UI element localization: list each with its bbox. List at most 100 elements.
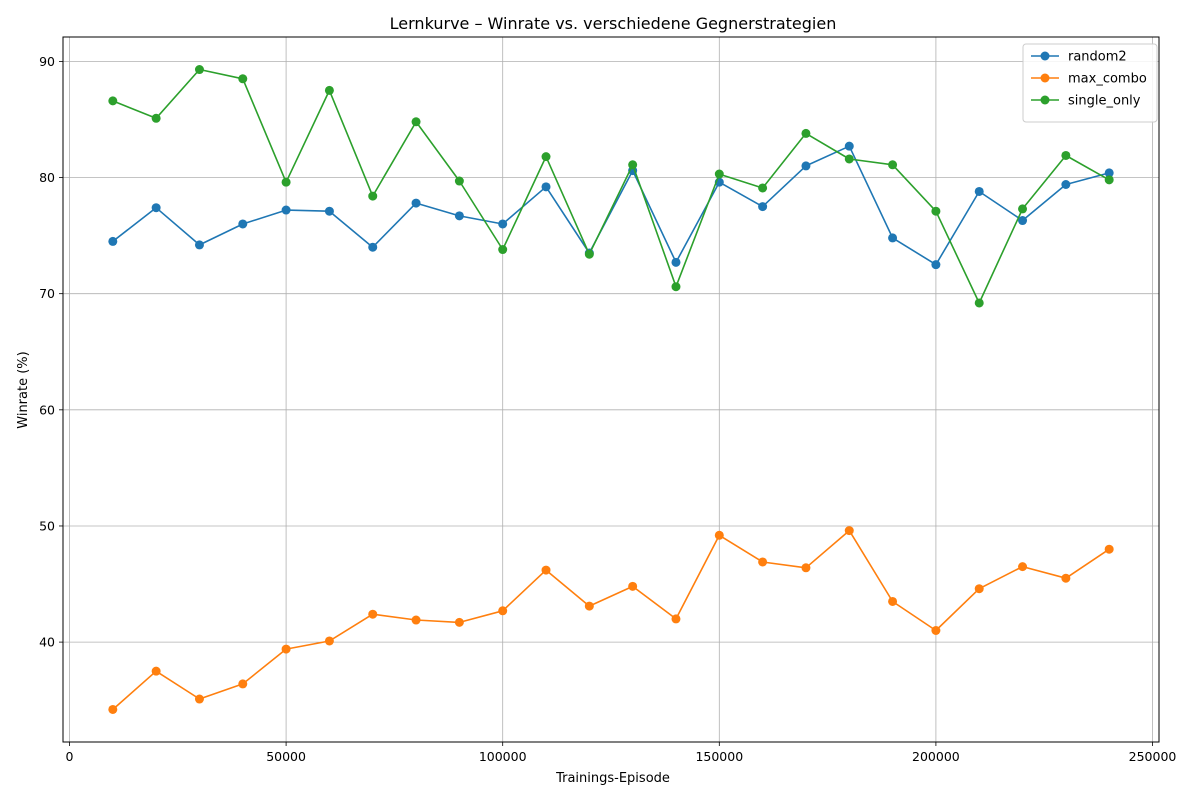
data-point-single_only: [324, 85, 334, 95]
data-point-random2: [1104, 168, 1114, 178]
grid: [63, 37, 1159, 742]
data-point-single_only: [844, 154, 854, 164]
y-tick-label: 60: [39, 402, 55, 417]
data-point-single_only: [1018, 204, 1028, 214]
legend-label-random2: random2: [1068, 50, 1127, 65]
legend-label-single_only: single_only: [1068, 94, 1141, 109]
series-line-single_only: [112, 68, 1110, 304]
data-point-random2: [498, 219, 508, 229]
data-point-single_only: [758, 183, 768, 193]
series-line-max_combo: [112, 529, 1110, 711]
y-tick-label: 70: [39, 286, 55, 301]
y-tick-label: 50: [39, 518, 55, 533]
y-tick-label: 80: [39, 170, 55, 185]
data-point-max_combo: [974, 584, 984, 594]
data-point-single_only: [281, 177, 291, 187]
data-point-max_combo: [758, 557, 768, 567]
data-point-single_only: [411, 117, 421, 127]
data-point-single_only: [238, 74, 248, 84]
x-tick-label: 250000: [1129, 749, 1177, 764]
data-point-max_combo: [151, 666, 161, 676]
data-point-max_combo: [888, 596, 898, 606]
data-point-random2: [844, 141, 854, 151]
data-point-random2: [238, 219, 248, 229]
data-point-single_only: [714, 169, 724, 179]
data-point-max_combo: [108, 704, 118, 714]
data-point-single_only: [541, 152, 551, 162]
data-point-single_only: [888, 160, 898, 170]
data-point-max_combo: [411, 615, 421, 625]
data-point-single_only: [498, 245, 508, 255]
data-point-max_combo: [801, 563, 811, 573]
data-point-random2: [801, 161, 811, 171]
data-point-max_combo: [541, 565, 551, 575]
data-point-single_only: [974, 298, 984, 308]
data-point-single_only: [368, 191, 378, 201]
legend-box: [1022, 43, 1158, 123]
data-point-max_combo: [368, 609, 378, 619]
data-point-single_only: [584, 249, 594, 259]
data-point-single_only: [1104, 175, 1114, 185]
data-point-random2: [281, 205, 291, 215]
ticks: 0 50000 100000 150000 200000 250000 40 50 60 70 80…: [39, 54, 1176, 764]
data-point-max_combo: [584, 601, 594, 611]
data-point-random2: [411, 198, 421, 208]
data-point-random2: [974, 186, 984, 196]
data-point-random2: [108, 236, 118, 246]
data-point-random2: [931, 260, 941, 270]
y-tick-label: 40: [39, 635, 55, 650]
data-point-single_only: [151, 113, 161, 123]
legend-label-max_combo: max_combo: [1068, 72, 1147, 87]
data-point-max_combo: [498, 606, 508, 616]
legend-marker-random2: [1040, 51, 1050, 61]
data-point-max_combo: [238, 679, 248, 689]
x-tick-label: 150000: [695, 749, 743, 764]
data-point-single_only: [108, 96, 118, 106]
data-point-max_combo: [281, 644, 291, 654]
data-point-max_combo: [454, 617, 464, 627]
data-point-single_only: [931, 206, 941, 216]
data-point-single_only: [628, 160, 638, 170]
data-point-single_only: [671, 282, 681, 292]
legend: random2 max_combo single_only: [1022, 43, 1158, 123]
series-single_only: [108, 65, 1114, 308]
data-point-max_combo: [194, 694, 204, 704]
chart-title: Lernkurve – Winrate vs. verschiedene Geg…: [390, 14, 837, 33]
data-point-max_combo: [714, 530, 724, 540]
data-point-max_combo: [628, 581, 638, 591]
data-point-random2: [454, 211, 464, 221]
series-max_combo: [108, 526, 1114, 714]
data-point-single_only: [801, 128, 811, 138]
x-tick-label: 50000: [266, 749, 306, 764]
data-point-random2: [1018, 216, 1028, 226]
data-point-random2: [1061, 180, 1071, 190]
x-tick-label: 200000: [912, 749, 960, 764]
plot-frame: [62, 36, 1160, 743]
data-point-random2: [324, 206, 334, 216]
series-line-random2: [112, 145, 1110, 266]
y-tick-label: 90: [39, 54, 55, 69]
data-point-random2: [194, 240, 204, 250]
data-point-max_combo: [1104, 544, 1114, 554]
series-layer: [108, 65, 1114, 714]
x-tick-label: 100000: [479, 749, 527, 764]
data-point-max_combo: [1018, 562, 1028, 572]
data-point-max_combo: [931, 626, 941, 636]
data-point-random2: [888, 233, 898, 243]
data-point-max_combo: [324, 636, 334, 646]
data-point-random2: [541, 182, 551, 192]
legend-marker-max_combo: [1040, 73, 1050, 83]
data-point-random2: [151, 203, 161, 213]
data-point-single_only: [194, 65, 204, 75]
data-point-max_combo: [1061, 573, 1071, 583]
data-point-single_only: [1061, 150, 1071, 160]
data-point-random2: [368, 242, 378, 252]
data-point-max_combo: [671, 614, 681, 624]
data-point-max_combo: [844, 526, 854, 536]
data-point-random2: [671, 257, 681, 267]
x-tick-label: 0: [66, 749, 74, 764]
x-axis-label: Trainings-Episode: [555, 771, 670, 786]
series-random2: [108, 141, 1114, 270]
